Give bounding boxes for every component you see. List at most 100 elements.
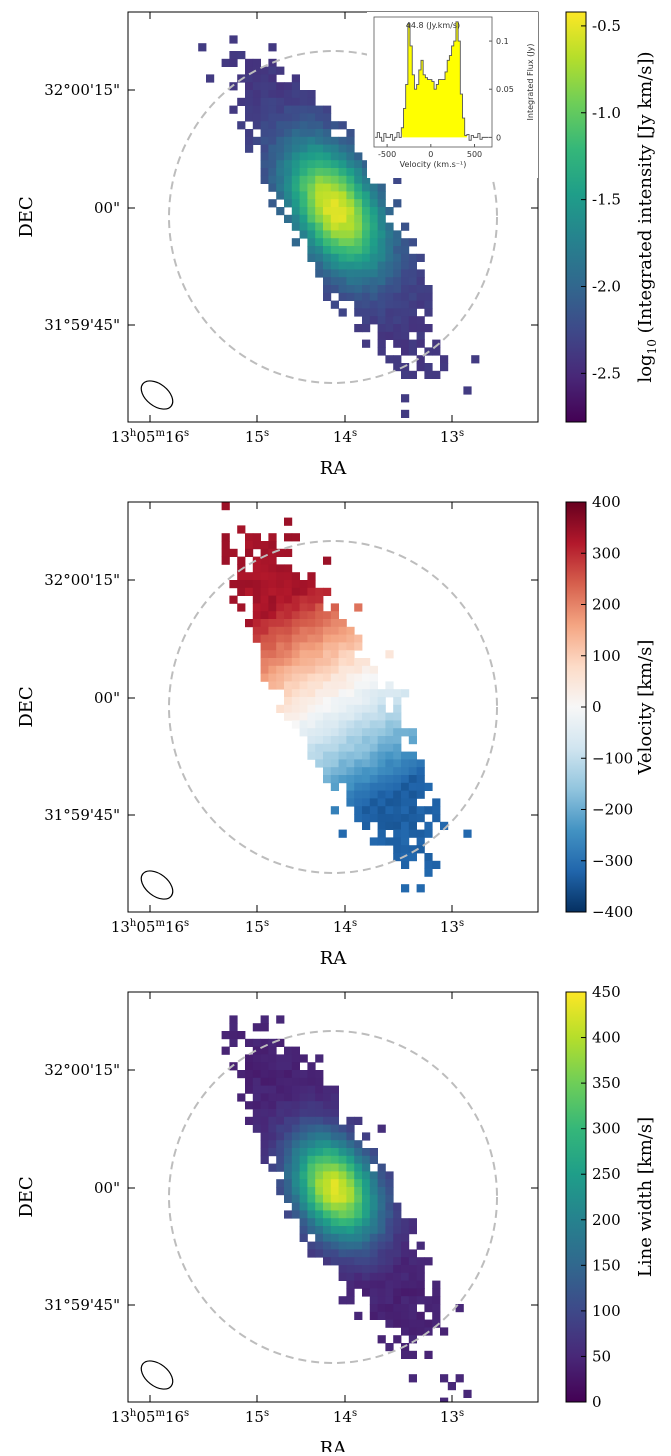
map-pixel — [354, 285, 363, 294]
map-pixel — [284, 1046, 293, 1055]
map-pixel — [354, 160, 363, 169]
colorbar-tick-label: -1.5 — [592, 191, 621, 209]
map-pixel — [401, 1241, 410, 1250]
map-pixel — [330, 1257, 339, 1266]
map-pixel — [276, 603, 285, 612]
map-pixel — [338, 728, 347, 737]
map-pixel — [260, 587, 269, 596]
map-pixel — [330, 1241, 339, 1250]
map-pixel — [252, 1062, 261, 1071]
colorbar-tick-label: 400 — [592, 493, 621, 511]
colorbar — [565, 991, 587, 1403]
map-pixel — [252, 1054, 261, 1063]
map-pixel — [346, 1140, 355, 1149]
map-pixel — [252, 1046, 261, 1055]
map-pixel — [416, 845, 425, 854]
map-pixel — [315, 681, 324, 690]
map-pixel — [291, 144, 300, 153]
map-pixel — [346, 292, 355, 301]
map-pixel — [408, 1296, 417, 1305]
map-pixel — [330, 1109, 339, 1118]
map-pixel — [401, 409, 410, 418]
map-pixel — [284, 152, 293, 161]
map-pixel — [291, 650, 300, 659]
map-pixel — [291, 199, 300, 208]
map-pixel — [276, 121, 285, 130]
map-pixel — [385, 720, 394, 729]
map-pixel — [346, 1202, 355, 1211]
axes-frame — [127, 11, 539, 423]
map-pixel — [346, 1155, 355, 1164]
map-pixel — [346, 1233, 355, 1242]
map-pixel — [346, 1249, 355, 1258]
map-pixel — [323, 121, 332, 130]
map-pixel — [338, 1210, 347, 1219]
map-pixel — [362, 689, 371, 698]
map-pixel — [323, 689, 332, 698]
map-pixel — [330, 1116, 339, 1125]
map-pixel — [338, 751, 347, 760]
map-pixel — [346, 775, 355, 784]
map-pixel — [315, 642, 324, 651]
map-pixel — [369, 214, 378, 223]
map-pixel — [338, 285, 347, 294]
map-pixel — [393, 798, 402, 807]
map-pixel — [260, 541, 269, 550]
map-pixel — [362, 728, 371, 737]
map-pixel — [307, 650, 316, 659]
map-pixel — [424, 860, 433, 869]
map-pixel — [237, 1070, 246, 1079]
map-pixel — [307, 580, 316, 589]
map-pixel — [315, 1233, 324, 1242]
map-pixel — [260, 168, 269, 177]
map-pixel — [276, 1101, 285, 1110]
map-pixel — [252, 572, 261, 581]
map-pixel — [307, 207, 316, 216]
map-pixel — [307, 1109, 316, 1118]
map-pixel — [369, 736, 378, 745]
map-pixel — [354, 759, 363, 768]
map-pixel — [330, 626, 339, 635]
map-pixel — [338, 720, 347, 729]
map-pixel — [315, 1155, 324, 1164]
map-pixel — [268, 121, 277, 130]
map-pixel — [416, 277, 425, 286]
map-pixel — [307, 1124, 316, 1133]
map-pixel — [369, 1296, 378, 1305]
map-pixel — [307, 246, 316, 255]
map-pixel — [369, 767, 378, 776]
map-pixel — [323, 1202, 332, 1211]
map-pixel — [385, 1265, 394, 1274]
map-pixel — [338, 1140, 347, 1149]
map-pixel — [393, 1311, 402, 1320]
map-pixel — [377, 790, 386, 799]
map-pixel — [307, 658, 316, 667]
map-pixel — [393, 363, 402, 372]
map-pixel — [307, 191, 316, 200]
map-pixel — [338, 277, 347, 286]
map-pixel — [276, 580, 285, 589]
map-pixel — [385, 798, 394, 807]
map-pixel — [291, 1187, 300, 1196]
beam-ellipse — [140, 1360, 174, 1390]
map-pixel — [252, 1085, 261, 1094]
map-pixel — [393, 1226, 402, 1235]
map-pixel — [369, 665, 378, 674]
map-pixel — [338, 269, 347, 278]
map-pixel — [323, 1140, 332, 1149]
map-pixel — [385, 207, 394, 216]
map-pixel — [393, 736, 402, 745]
map-pixel — [401, 269, 410, 278]
map-pixel — [362, 277, 371, 286]
map-pixel — [276, 66, 285, 75]
map-pixel — [330, 261, 339, 270]
map-pixel — [377, 347, 386, 356]
map-pixel — [299, 704, 308, 713]
map-pixel — [323, 152, 332, 161]
map-pixel — [377, 300, 386, 309]
map-pixel — [315, 1093, 324, 1102]
map-pixel — [362, 1241, 371, 1250]
map-pixel — [276, 1093, 285, 1102]
map-pixel — [323, 1109, 332, 1118]
map-pixel — [393, 728, 402, 737]
